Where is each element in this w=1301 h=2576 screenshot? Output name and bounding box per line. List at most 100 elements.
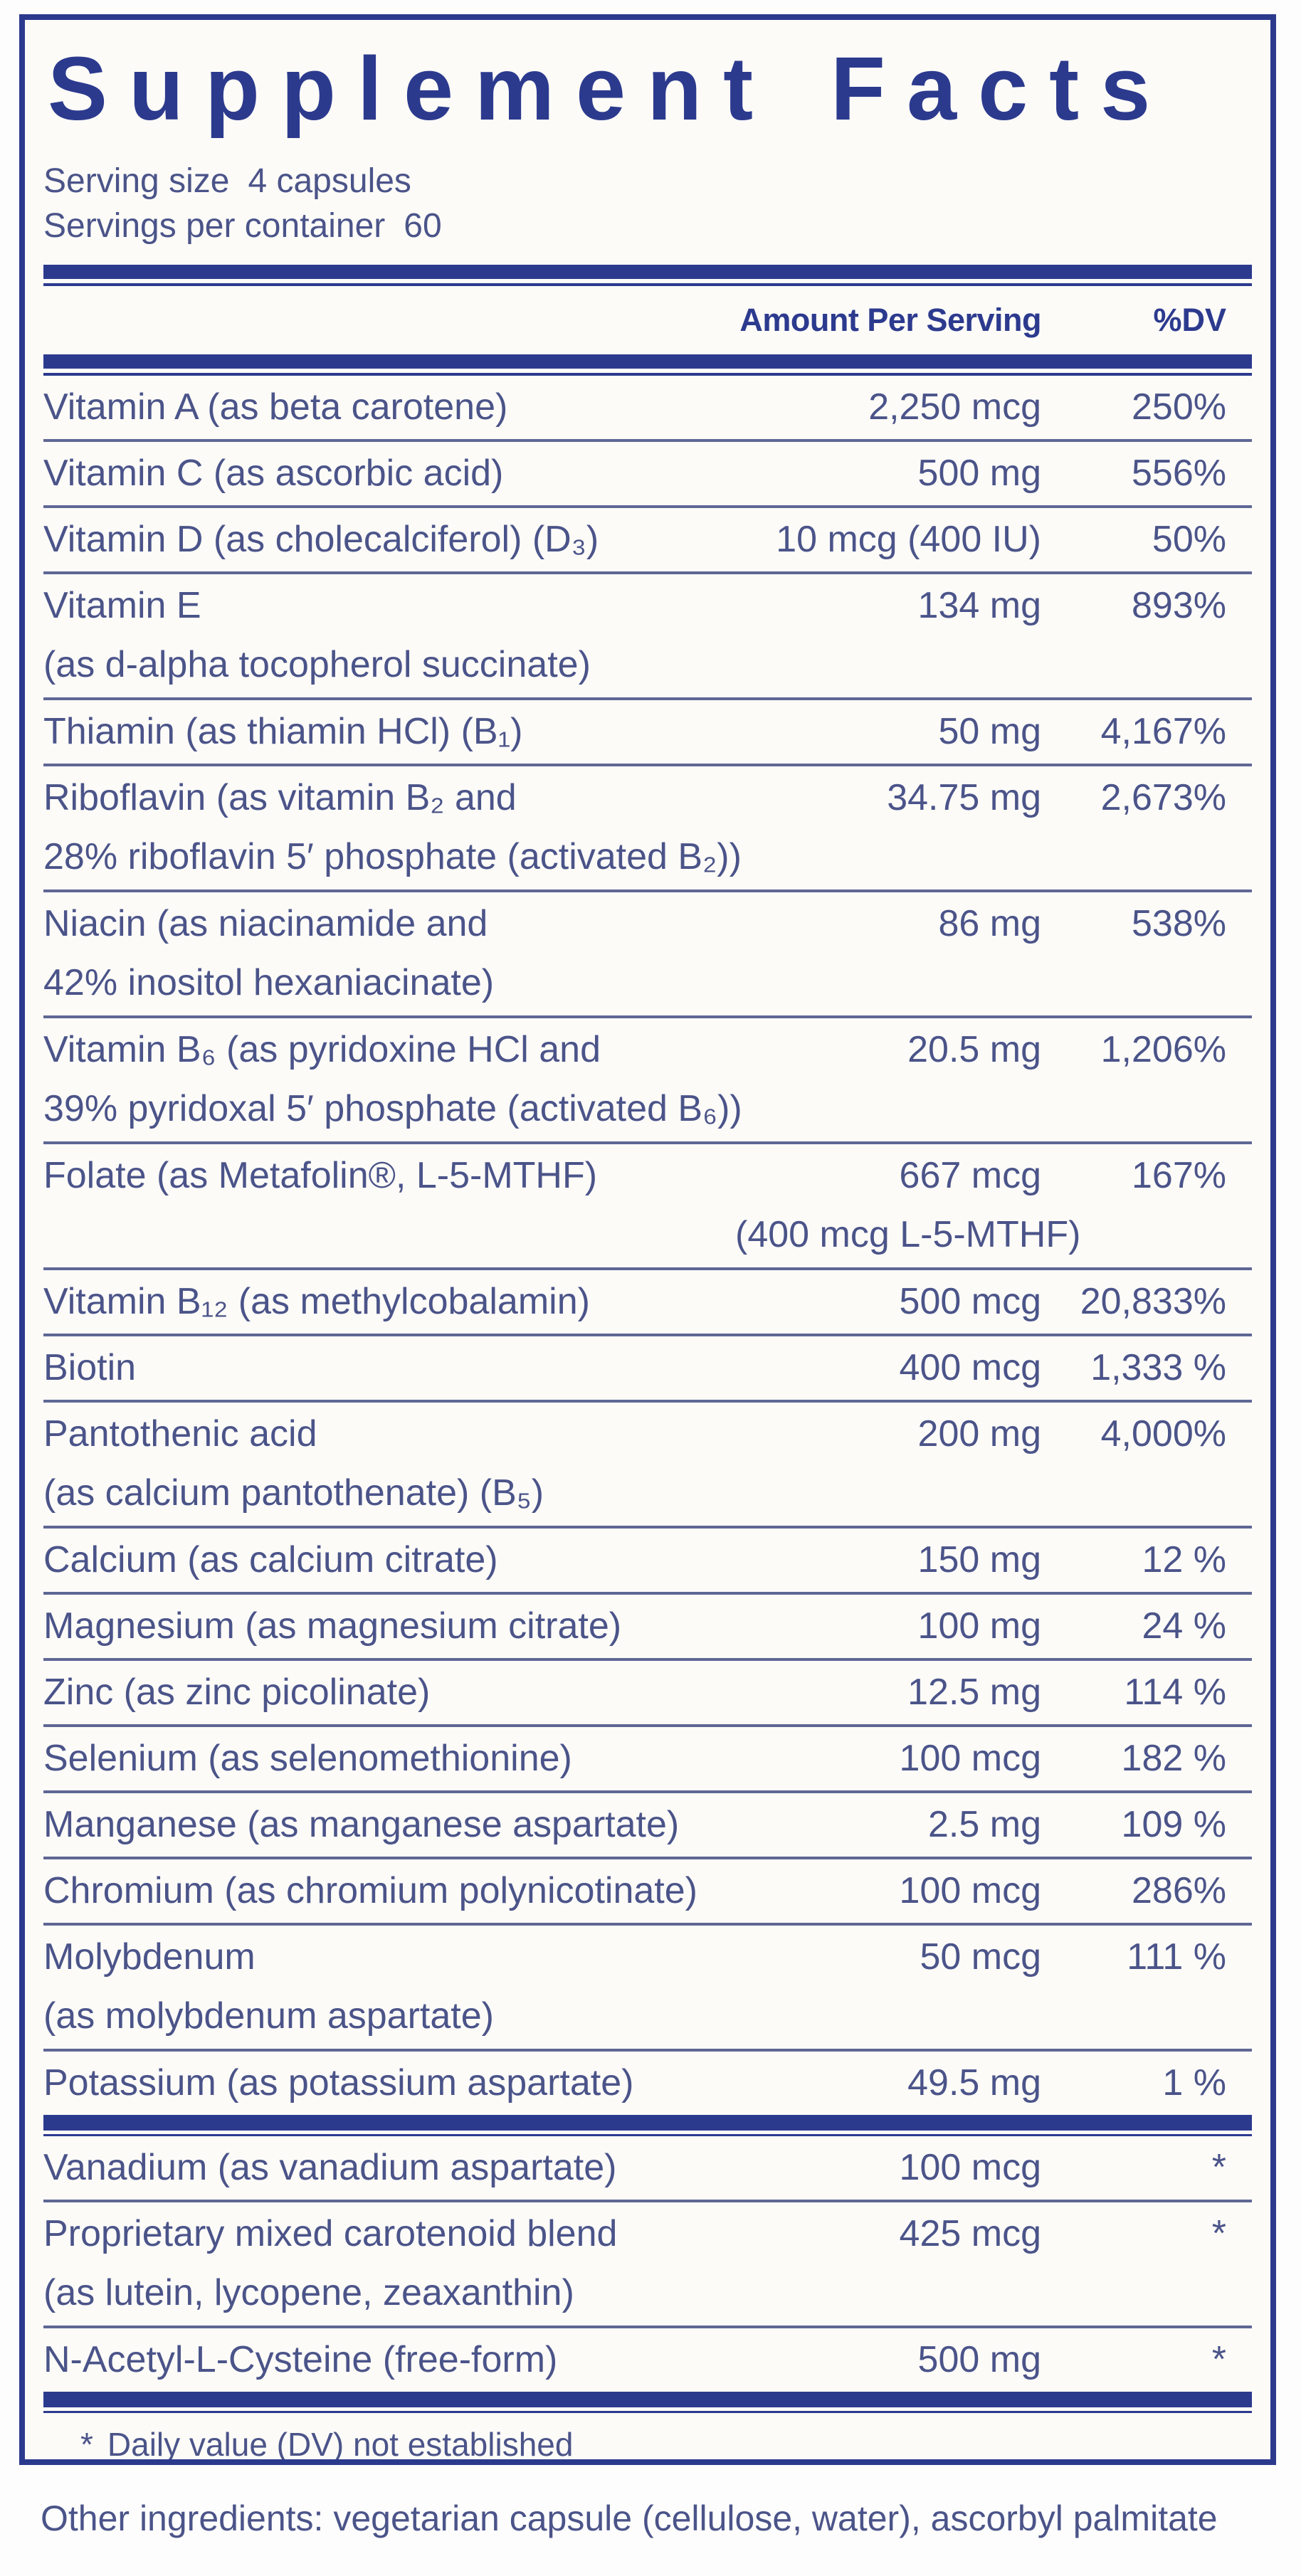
- ingredient-dv: 12 %: [1142, 1539, 1226, 1581]
- ingredient-amount: 500 mg: [917, 2339, 1041, 2381]
- table-row: Folate (as Metafolin®, L-5-MTHF) 667 mcg…: [43, 1141, 1252, 1267]
- ingredient-name: Biotin: [43, 1347, 137, 1389]
- ingredient-name: Manganese (as manganese aspartate): [43, 1804, 680, 1846]
- panel-title: Supplement Facts: [48, 38, 1172, 139]
- table-row: Chromium (as chromium polynicotinate) 10…: [43, 1856, 1252, 1923]
- table-row: Vitamin C (as ascorbic acid) 500 mg 556%: [43, 438, 1252, 505]
- ingredient-name: N-Acetyl-L-Cysteine (free-form): [43, 2339, 558, 2381]
- ingredient-dv: 286%: [1132, 1870, 1226, 1912]
- row-line1: Selenium (as selenomethionine) 100 mcg 1…: [43, 1727, 1252, 1790]
- ingredient-amount: 2,250 mcg: [868, 386, 1041, 428]
- row-line1: Manganese (as manganese aspartate) 2.5 m…: [43, 1793, 1252, 1857]
- ingredient-dv: 2,673%: [1100, 777, 1226, 819]
- table-row: Vitamin B₁₂ (as methylcobalamin) 500 mcg…: [43, 1267, 1252, 1334]
- ingredient-amount: 200 mg: [917, 1413, 1041, 1455]
- ingredient-amount: 400 mcg: [899, 1347, 1041, 1389]
- ingredient-name-continued: 28% riboflavin 5′ phosphate (activated B…: [43, 835, 742, 877]
- row-line1: Potassium (as potassium aspartate) 49.5 …: [43, 2052, 1252, 2115]
- row-line1: N-Acetyl-L-Cysteine (free-form) 500 mg *: [43, 2328, 1252, 2392]
- row-line2: (as d-alpha tocopherol succinate): [43, 643, 1252, 697]
- ingredient-name: Riboflavin (as vitamin B₂ and: [43, 777, 517, 819]
- supplement-facts-panel: Supplement Facts Serving size 4 capsules …: [19, 14, 1276, 2465]
- table-row: Magnesium (as magnesium citrate) 100 mg …: [43, 1591, 1252, 1658]
- ingredient-amount: 500 mg: [917, 453, 1041, 495]
- table-row: Vitamin B₆ (as pyridoxine HCl and 20.5 m…: [43, 1015, 1252, 1141]
- ingredient-amount: 34.75 mg: [887, 777, 1041, 819]
- table-row: Vanadium (as vanadium aspartate) 100 mcg…: [43, 2136, 1252, 2200]
- ingredient-name: Chromium (as chromium polynicotinate): [43, 1870, 697, 1912]
- row-line2: 39% pyridoxal 5′ phosphate (activated B₆…: [43, 1087, 1252, 1141]
- row-line1: Vitamin C (as ascorbic acid) 500 mg 556%: [43, 442, 1252, 505]
- table-row: Molybdenum 50 mcg 111 % (as molybdenum a…: [43, 1922, 1252, 2049]
- table-row: Vitamin D (as cholecalciferol) (D₃) 10 m…: [43, 505, 1252, 571]
- ingredient-name: Pantothenic acid: [43, 1413, 317, 1455]
- ingredient-amount: 86 mg: [938, 903, 1041, 945]
- thick-rule-before-footnote: [43, 2391, 1252, 2413]
- table-row: Calcium (as calcium citrate) 150 mg 12 %: [43, 1525, 1252, 1592]
- ingredient-name-continued: (as d-alpha tocopherol succinate): [43, 643, 591, 685]
- ingredient-amount: 425 mcg: [899, 2213, 1041, 2255]
- ingredient-dv: 182 %: [1121, 1738, 1226, 1780]
- row-line2: (as molybdenum aspartate): [43, 1995, 1252, 2049]
- column-header-row: Amount Per Serving %DV: [43, 286, 1252, 354]
- amount-per-serving-header: Amount Per Serving: [739, 301, 1041, 338]
- table-row: Riboflavin (as vitamin B₂ and 34.75 mg 2…: [43, 763, 1252, 890]
- row-line1: Chromium (as chromium polynicotinate) 10…: [43, 1859, 1252, 1923]
- row-line1: Vitamin B₆ (as pyridoxine HCl and 20.5 m…: [43, 1018, 1252, 1082]
- row-line2: (400 mcg L-5-MTHF): [43, 1213, 1252, 1267]
- servings-per-container-value: 60: [404, 207, 442, 246]
- row-line1: Vitamin A (as beta carotene) 2,250 mcg 2…: [43, 376, 1252, 439]
- ingredient-amount: 50 mg: [938, 711, 1041, 753]
- ingredient-name: Vitamin E: [43, 585, 201, 627]
- ingredient-amount: 100 mg: [917, 1605, 1041, 1647]
- ingredient-dv: 20,833%: [1080, 1281, 1226, 1323]
- row-line1: Magnesium (as magnesium citrate) 100 mg …: [43, 1595, 1252, 1658]
- row-line1: Vitamin E 134 mg 893%: [43, 574, 1252, 638]
- table-row: N-Acetyl-L-Cysteine (free-form) 500 mg *: [43, 2325, 1252, 2392]
- row-line1: Biotin 400 mcg 1,333 %: [43, 1336, 1252, 1400]
- table-row: Vitamin A (as beta carotene) 2,250 mcg 2…: [43, 376, 1252, 439]
- servings-per-container-label: Servings per container: [43, 207, 386, 246]
- ingredient-amount: 100 mcg: [899, 1738, 1041, 1780]
- ingredient-name: Vanadium (as vanadium aspartate): [43, 2147, 617, 2189]
- ingredient-amount: 667 mcg: [899, 1155, 1041, 1197]
- ingredient-dv: 1,206%: [1100, 1029, 1226, 1071]
- ingredient-dv: *: [1211, 2339, 1226, 2381]
- ingredient-name: Proprietary mixed carotenoid blend: [43, 2213, 618, 2255]
- row-line1: Folate (as Metafolin®, L-5-MTHF) 667 mcg…: [43, 1144, 1252, 1208]
- thick-rule-before-no-dv-section: [43, 2114, 1252, 2136]
- serving-size-line: Serving size 4 capsules: [43, 159, 1252, 204]
- ingredient-name: Magnesium (as magnesium citrate): [43, 1605, 622, 1647]
- table-row: Vitamin E 134 mg 893% (as d-alpha tocoph…: [43, 571, 1252, 697]
- row-line1: Calcium (as calcium citrate) 150 mg 12 %: [43, 1529, 1252, 1592]
- thick-rule-under-header: [43, 354, 1252, 376]
- ingredient-amount: 20.5 mg: [907, 1029, 1041, 1071]
- ingredient-name: Vitamin D (as cholecalciferol) (D₃): [43, 519, 599, 561]
- ingredient-dv: *: [1211, 2147, 1226, 2189]
- row-line1: Pantothenic acid 200 mg 4,000%: [43, 1403, 1252, 1466]
- serving-size-label: Serving size: [43, 162, 230, 201]
- footnote-text: Daily value (DV) not established: [107, 2425, 574, 2463]
- table-row: Proprietary mixed carotenoid blend 425 m…: [43, 2199, 1252, 2326]
- table-row: Thiamin (as thiamin HCl) (B₁) 50 mg 4,16…: [43, 697, 1252, 764]
- ingredient-dv: 893%: [1132, 585, 1226, 627]
- serving-size-value: 4 capsules: [248, 162, 411, 201]
- ingredient-amount: 10 mcg (400 IU): [776, 519, 1041, 561]
- row-line1: Molybdenum 50 mcg 111 %: [43, 1926, 1252, 1989]
- asterisk-marker: *: [80, 2425, 93, 2463]
- row-line2: (as calcium pantothenate) (B₅): [43, 1472, 1252, 1526]
- ingredient-name: Selenium (as selenomethionine): [43, 1738, 572, 1780]
- row-line1: Vanadium (as vanadium aspartate) 100 mcg…: [43, 2136, 1252, 2200]
- ingredient-dv: 1 %: [1162, 2062, 1226, 2104]
- row-line1: Vitamin D (as cholecalciferol) (D₃) 10 m…: [43, 508, 1252, 571]
- row-line1: Zinc (as zinc picolinate) 12.5 mg 114 %: [43, 1661, 1252, 1724]
- ingredient-amount: 100 mcg: [899, 1870, 1041, 1912]
- ingredient-name: Niacin (as niacinamide and: [43, 903, 488, 945]
- ingredient-name-continued: (as lutein, lycopene, zeaxanthin): [43, 2271, 574, 2313]
- table-row: Niacin (as niacinamide and 86 mg 538% 42…: [43, 889, 1252, 1015]
- table-row: Pantothenic acid 200 mg 4,000% (as calci…: [43, 1399, 1252, 1526]
- row-line2: 42% inositol hexaniacinate): [43, 961, 1252, 1015]
- ingredient-name: Calcium (as calcium citrate): [43, 1539, 498, 1581]
- ingredient-name: Folate (as Metafolin®, L-5-MTHF): [43, 1155, 598, 1197]
- ingredient-dv: 4,167%: [1100, 711, 1226, 753]
